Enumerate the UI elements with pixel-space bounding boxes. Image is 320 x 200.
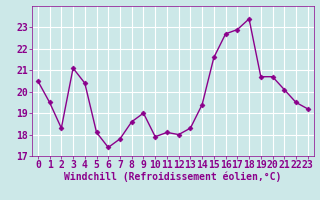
X-axis label: Windchill (Refroidissement éolien,°C): Windchill (Refroidissement éolien,°C) — [64, 172, 282, 182]
